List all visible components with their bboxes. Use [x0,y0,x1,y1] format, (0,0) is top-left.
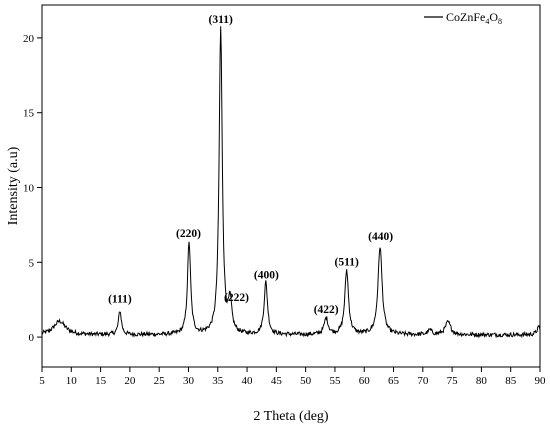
y-tick-label: 20 [23,33,35,45]
y-tick-label: 5 [29,257,35,269]
x-tick-label: 65 [388,375,400,387]
y-tick-label: 15 [23,108,35,120]
peak-label: (511) [335,256,359,268]
y-axis: 0 5 10 15 20 [23,33,42,344]
peak-label: (422) [314,304,339,316]
x-tick-label: 5 [39,375,45,387]
x-tick-label: 50 [300,375,312,387]
x-tick-label: 85 [505,375,517,387]
x-tick-label: 55 [329,375,341,387]
legend: CoZnFe4O8 [424,10,502,26]
y-axis-label: Intensity (a.u) [6,146,21,225]
x-tick-label: 30 [183,375,195,387]
x-tick-label: 20 [124,375,136,387]
plot-frame [41,4,541,368]
peak-label: (222) [224,292,249,304]
x-axis-label: 2 Theta (deg) [253,409,328,424]
peak-label: (220) [176,228,201,240]
peak-label: (111) [108,294,132,306]
x-axis: 5 10 15 20 25 30 35 40 45 50 55 60 65 70 75 80 85 90 [39,367,546,387]
x-tick-label: 90 [535,375,547,387]
x-tick-label: 45 [271,375,283,387]
x-tick-label: 15 [95,375,107,387]
x-tick-label: 10 [66,375,78,387]
peak-label: (440) [368,231,393,243]
x-tick-label: 80 [476,375,488,387]
peak-annotations: (111) (220) (311) (222) (400) (422) (511) (440) [108,14,393,316]
x-tick-label: 60 [359,375,371,387]
x-tick-label: 40 [242,375,254,387]
peak-label: (400) [254,270,279,282]
y-tick-label: 0 [29,332,35,344]
x-tick-label: 25 [154,375,166,387]
legend-entry: CoZnFe4O8 [446,10,502,26]
peak-label: (311) [209,14,233,26]
series-line-cozn-fe4o8 [41,26,541,339]
x-tick-label: 75 [447,375,459,387]
x-tick-label: 35 [212,375,224,387]
x-tick-label: 70 [417,375,429,387]
y-tick-label: 10 [23,182,35,194]
